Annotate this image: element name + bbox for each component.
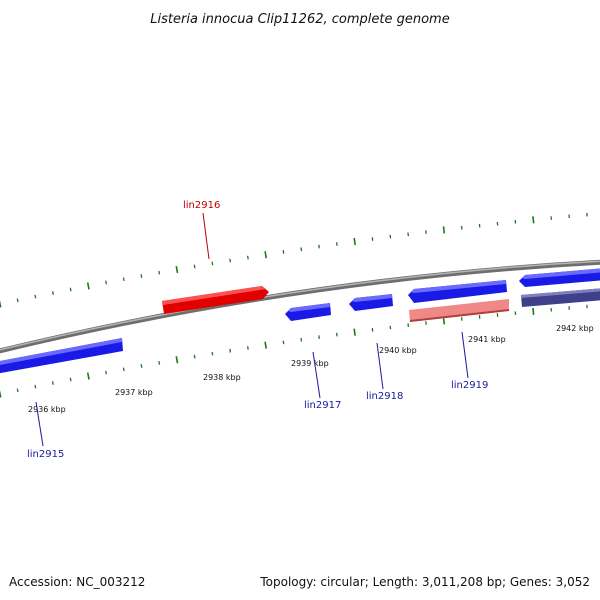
outer-tick [246, 255, 249, 260]
gene-label-lin2917[interactable]: lin2917 [304, 400, 341, 411]
inner-tick [211, 351, 214, 356]
scale-label-2940: 2940 kbp [379, 346, 417, 355]
outer-tick [532, 216, 535, 224]
gene-label-lin2916[interactable]: lin2916 [183, 200, 220, 211]
outer-tick [389, 234, 392, 239]
inner-tick [158, 360, 161, 365]
outer-tick [229, 258, 232, 263]
inner-tick [318, 335, 320, 339]
inner-tick [69, 377, 72, 382]
outer-tick [51, 291, 54, 295]
gene-lin2917[interactable] [285, 303, 331, 321]
outer-tick [122, 277, 125, 282]
scale-label-2939: 2939 kbp [291, 359, 329, 368]
outer-tick [335, 242, 338, 246]
inner-tick [264, 341, 267, 349]
outer-tick [300, 247, 303, 252]
outer-tick [140, 274, 143, 278]
scale-label-2941: 2941 kbp [468, 335, 506, 344]
gene-reverse-right-edge[interactable] [519, 268, 600, 287]
inner-tick [335, 332, 338, 337]
outer-tick [318, 244, 320, 249]
outer-tick-ring [0, 212, 588, 308]
scale-label-2938: 2938 kbp [203, 373, 241, 382]
outer-tick [0, 300, 2, 308]
inner-tick [16, 388, 19, 393]
inner-tick [532, 307, 535, 315]
gene-lin2916[interactable] [162, 286, 269, 314]
inner-tick-ring [0, 304, 588, 398]
outer-tick [16, 298, 19, 303]
inner-tick [300, 337, 303, 342]
gene-lin2919[interactable] [408, 280, 507, 303]
gene-label-lin2918[interactable]: lin2918 [366, 391, 403, 402]
inner-tick [51, 381, 54, 385]
scale-label-2942: 2942 kbp [556, 324, 594, 333]
leader-line-lin2917 [312, 351, 321, 399]
scale-label-2936: 2936 kbp [28, 405, 66, 414]
gene-label-lin2915[interactable]: lin2915 [27, 449, 64, 460]
inner-tick [0, 390, 2, 398]
inner-tick [34, 384, 37, 389]
inner-tick [282, 340, 285, 345]
leader-line-lin2916 [202, 212, 210, 260]
inner-tick [193, 354, 196, 359]
outer-tick [353, 237, 356, 246]
outer-tick [211, 261, 214, 266]
inner-tick [105, 370, 108, 375]
inner-tick [442, 317, 446, 325]
outer-tick [442, 226, 446, 234]
genome-backbone [0, 259, 600, 354]
genome-backbone-highlight [0, 260, 600, 351]
leader-line-lin2918 [376, 342, 384, 390]
inner-tick [175, 356, 179, 364]
leader-line-lin2915 [35, 401, 44, 447]
map-title: Listeria innocua Clip11262, complete gen… [150, 12, 449, 27]
outer-tick [193, 264, 196, 269]
leader-line-lin2919 [461, 331, 469, 379]
outer-tick [69, 287, 72, 292]
inner-tick [246, 346, 249, 350]
accession-text: Accession: NC_003212 [9, 575, 145, 589]
outer-tick [282, 250, 285, 254]
genome-summary-text: Topology: circular; Length: 3,011,208 bp… [259, 575, 590, 589]
outer-tick [460, 225, 463, 230]
gene-lin2915[interactable] [0, 338, 123, 374]
outer-tick [407, 232, 410, 237]
inner-tick [140, 364, 143, 368]
inner-tick [86, 372, 90, 380]
inner-tick [122, 367, 125, 372]
gene-forward-light[interactable] [409, 299, 509, 322]
gene-label-lin2919[interactable]: lin2919 [451, 380, 488, 391]
outer-tick [34, 294, 37, 299]
inner-tick [389, 325, 392, 330]
outer-tick [175, 265, 179, 274]
gene-lin2918[interactable] [349, 294, 393, 311]
inner-tick [353, 328, 356, 336]
outer-tick [264, 251, 267, 259]
gene-forward-dark-right[interactable] [521, 288, 600, 307]
outer-tick [86, 282, 90, 290]
inner-tick [229, 348, 232, 353]
scale-label-2937: 2937 kbp [115, 388, 153, 397]
outer-tick [158, 270, 161, 275]
outer-tick [105, 280, 108, 285]
